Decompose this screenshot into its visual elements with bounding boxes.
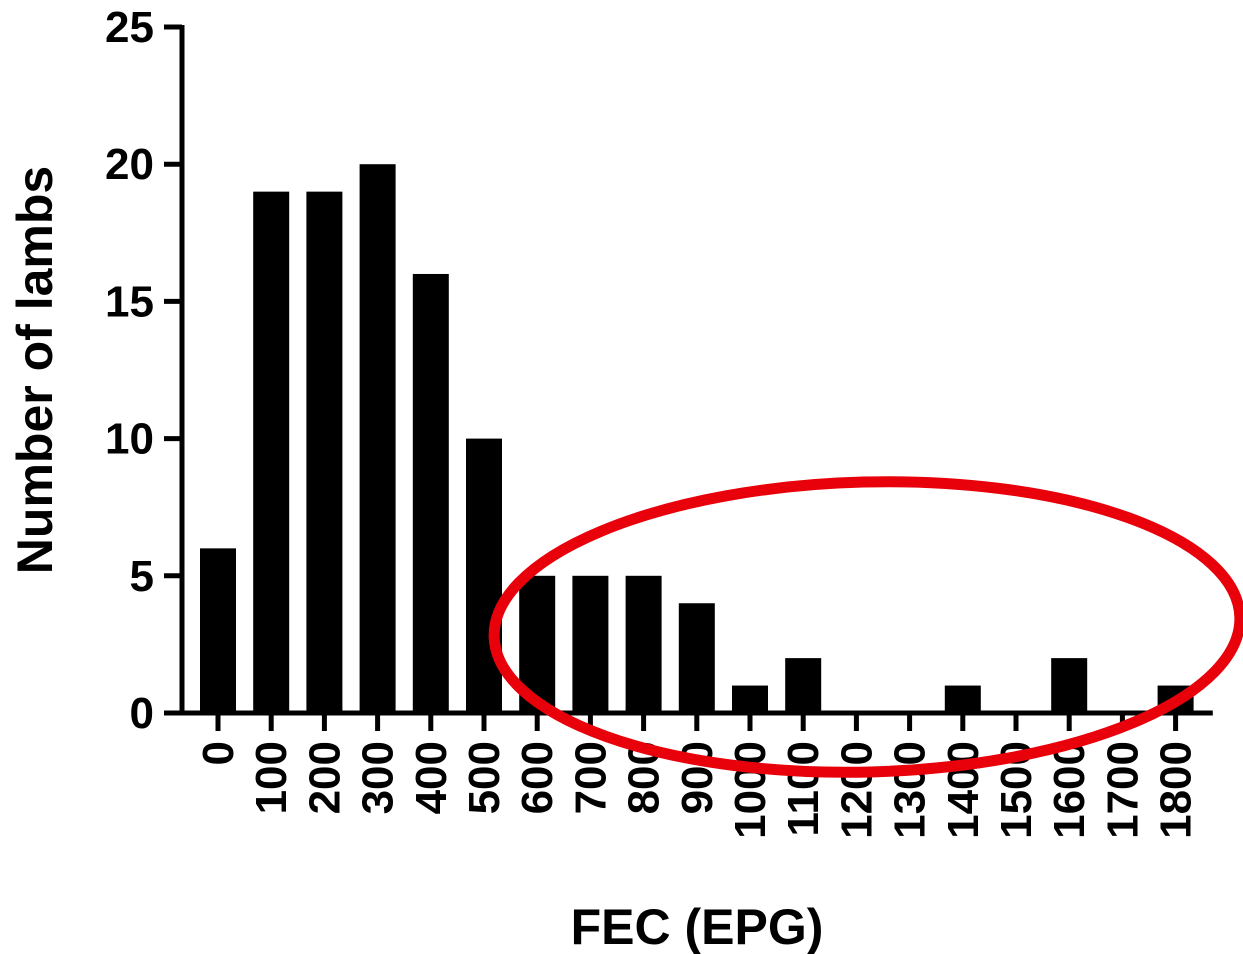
- bar-1600: [1051, 658, 1088, 713]
- y-tick-label-0: 0: [130, 689, 154, 738]
- bar-1100: [785, 658, 822, 713]
- annotation-group: [488, 476, 1243, 778]
- x-tick-label-1300: 1300: [886, 741, 935, 839]
- bar-200: [306, 191, 343, 713]
- bar-500: [466, 438, 502, 713]
- x-tick-label-1100: 1100: [779, 741, 828, 836]
- y-tick-label-25: 25: [105, 3, 154, 52]
- bar-1000: [732, 685, 768, 713]
- y-tick-label-20: 20: [105, 140, 154, 189]
- bar-1400: [944, 685, 981, 713]
- x-axis-title: FEC (EPG): [571, 899, 824, 954]
- bars-group: [200, 164, 1194, 713]
- y-tick-label-10: 10: [105, 415, 154, 464]
- x-tick-label-600: 600: [513, 741, 562, 814]
- x-tick-label-1000: 1000: [726, 741, 775, 839]
- x-tick-label-1600: 1600: [1045, 741, 1094, 839]
- bar-900: [678, 603, 715, 713]
- bar-300: [359, 164, 396, 713]
- x-ticks-group: 0 100 200 300 400 500 600 700 800 900 1000 1100 1200…: [194, 713, 1201, 839]
- x-tick-label-0: 0: [194, 741, 243, 765]
- x-tick-label-1400: 1400: [939, 741, 988, 839]
- x-tick-label-500: 500: [460, 741, 509, 814]
- y-axis-title: Number of lambs: [7, 166, 63, 574]
- bar-700: [572, 575, 609, 713]
- x-tick-label-1200: 1200: [832, 741, 881, 839]
- x-tick-label-400: 400: [407, 741, 456, 814]
- x-tick-label-1800: 1800: [1152, 741, 1201, 839]
- y-ticks-group: 0 5 10 15 20 25: [105, 3, 182, 738]
- bar-0: [200, 548, 236, 713]
- x-tick-label-1700: 1700: [1098, 741, 1147, 839]
- bar-100: [253, 191, 290, 713]
- x-tick-label-100: 100: [247, 741, 296, 814]
- bar-800: [625, 575, 662, 713]
- x-tick-label-200: 200: [300, 741, 349, 814]
- y-tick-label-15: 15: [105, 277, 154, 326]
- y-tick-label-5: 5: [130, 552, 154, 601]
- x-tick-label-700: 700: [566, 741, 615, 814]
- x-tick-label-300: 300: [354, 741, 403, 814]
- highlight-ellipse: [488, 476, 1243, 778]
- bar-400: [412, 273, 449, 713]
